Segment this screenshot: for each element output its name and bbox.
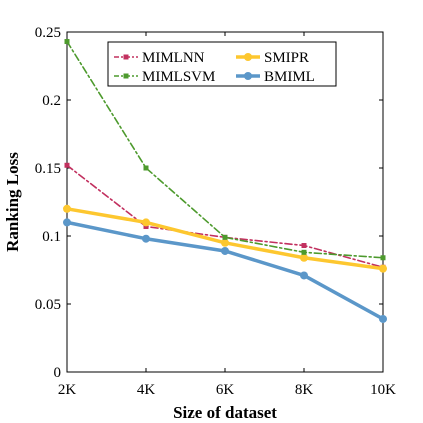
legend-label-mimlnn: MIMLNN [142,50,205,66]
y-tick-label: 0.25 [35,25,61,41]
data-point-mimlsvm [222,234,228,240]
legend-label-mimlsvm: MIMLSVM [142,69,215,85]
data-point-bmiml [63,218,71,227]
data-point-mimlnn [301,243,307,249]
data-point-bmiml [221,246,229,255]
y-tick-label: 0.15 [35,161,61,177]
legend-label-smipr: SMIPR [264,50,309,66]
data-point-mimlsvm [301,249,307,255]
ticks-layer: 2K 4K 6K 8K 10K 0 0.05 0.1 0.15 0.2 0.25 [35,25,396,398]
legend-box [107,41,337,87]
legend-marker-mimlnn [123,54,129,60]
y-tick-label: 0.2 [42,93,61,109]
legend-marker-mimlsvm [123,73,129,79]
data-point-smipr [379,264,387,273]
data-point-mimlsvm [143,165,149,171]
y-axis-title: Ranking Loss [3,152,22,252]
data-point-bmiml [142,234,150,243]
series-layer [63,39,387,323]
legend: MIMLNN SMIPR MIMLSVM BMIML [107,41,337,87]
x-tick-label: 4K [137,382,156,398]
x-axis-title: Size of dataset [173,403,277,422]
x-tick-label: 10K [370,382,396,398]
data-point-bmiml [379,314,387,323]
y-tick-label: 0 [54,365,62,381]
data-point-smipr [300,253,308,262]
data-point-mimlnn [143,223,149,229]
y-tick-label: 0.1 [42,229,61,245]
data-point-bmiml [300,271,308,280]
data-point-mimlsvm [64,39,70,45]
data-point-smipr [63,204,71,213]
legend-marker-bmiml [244,72,252,80]
x-tick-label: 2K [58,382,77,398]
data-point-smipr [221,238,229,247]
plot-area [66,31,384,373]
legend-label-bmiml: BMIML [264,69,315,85]
y-tick-label: 0.05 [35,297,61,313]
data-point-mimlnn [64,162,70,168]
data-point-mimlsvm [380,255,386,261]
data-point-smipr [142,218,150,227]
x-tick-label: 6K [216,382,235,398]
x-tick-label: 8K [295,382,314,398]
legend-marker-smipr [244,53,252,61]
